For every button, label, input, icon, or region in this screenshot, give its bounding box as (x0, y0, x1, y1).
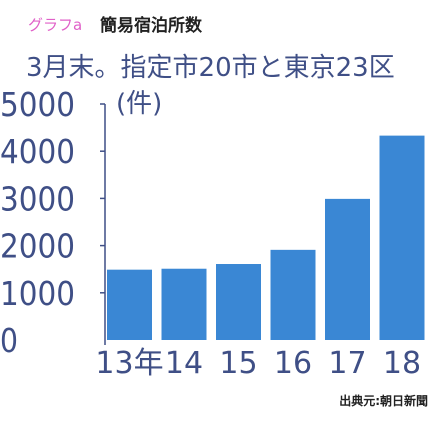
graph-label: グラフa (28, 16, 82, 34)
y-tick-label: 2000 (0, 227, 75, 266)
x-tick-label: 15 (219, 346, 257, 381)
source-note: 出典元:朝日新聞 (339, 393, 428, 408)
bar-0 (107, 269, 152, 340)
y-tick-label: 0 (0, 321, 18, 360)
y-axis-unit: (件) (116, 89, 162, 119)
x-tick-label: 17 (328, 346, 366, 381)
y-tick-label: 4000 (0, 132, 75, 171)
x-tick-label: 13年 (95, 346, 163, 381)
y-tick-label: 3000 (0, 179, 75, 218)
chart-title: 簡易宿泊所数 (99, 15, 203, 36)
y-axis-ticks: 0 1000 2000 3000 4000 5000 (0, 85, 105, 360)
x-tick-label: 18 (383, 346, 421, 381)
bar-5 (379, 135, 425, 340)
x-tick-label: 14 (165, 346, 203, 381)
bar-1 (161, 268, 207, 340)
bars (107, 135, 425, 340)
x-axis-ticks: 13年 14 15 16 17 18 (95, 346, 421, 381)
y-tick-label: 1000 (0, 274, 75, 313)
bar-4 (325, 198, 370, 340)
chart-subtitle: 3月末。指定市20市と東京23区 (26, 53, 395, 83)
bar-3 (270, 249, 316, 340)
bar-2 (216, 264, 261, 340)
y-tick-label: 5000 (0, 85, 75, 124)
x-tick-label: 16 (274, 346, 312, 381)
